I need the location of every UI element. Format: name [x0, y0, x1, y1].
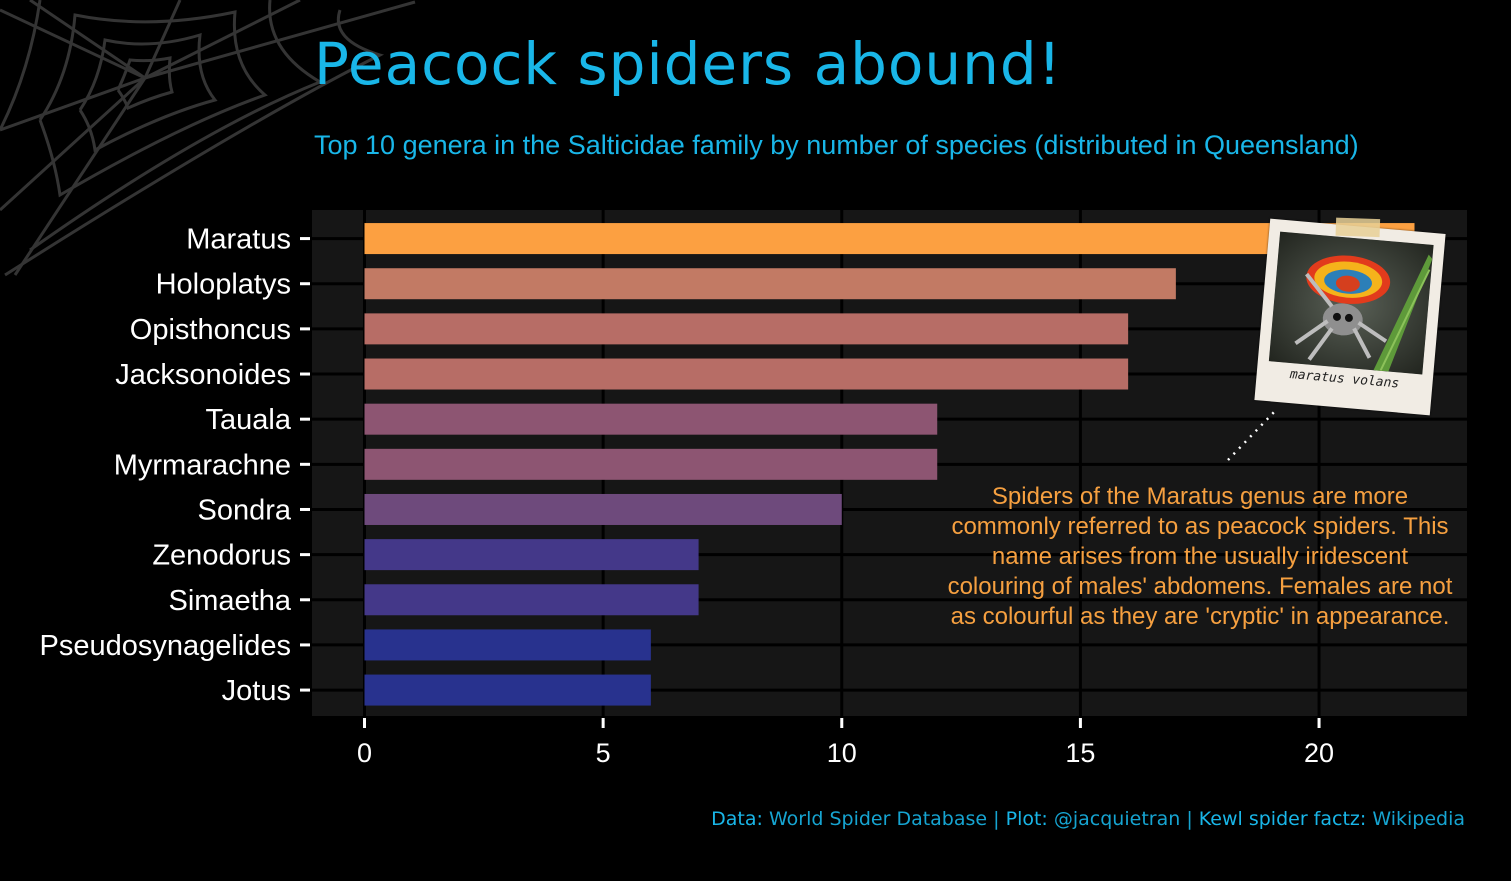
y-tick-label: Simaetha — [168, 585, 291, 617]
y-tick-label: Holoplatys — [156, 269, 291, 301]
source-caption: Data: World Spider Database | Plot: @jac… — [711, 808, 1465, 830]
y-tick-label: Jotus — [222, 675, 291, 707]
bar-jotus — [364, 674, 651, 706]
x-tick-label: 5 — [596, 738, 611, 768]
bar-opisthoncus — [364, 313, 1129, 345]
spider-web-decoration — [0, 0, 416, 277]
bar-pseudosynagelides — [364, 629, 651, 661]
bar-zenodorus — [364, 539, 699, 571]
caption-data-value: World Spider Database — [768, 808, 988, 830]
chart-subtitle: Top 10 genera in the Salticidae family b… — [314, 130, 1359, 160]
x-tick-label: 15 — [1065, 738, 1095, 768]
y-tick-label: Opisthoncus — [130, 314, 291, 346]
x-tick-label: 20 — [1304, 738, 1334, 768]
bar-simaetha — [364, 584, 699, 616]
x-tick-label: 0 — [357, 738, 372, 768]
y-tick-label: Jacksonoides — [115, 359, 291, 391]
spider-photo-polaroid: maratus volans — [1254, 217, 1446, 416]
caption-data-label: Data: — [711, 808, 763, 830]
y-tick-label: Tauala — [206, 404, 292, 436]
y-tick-label: Zenodorus — [152, 540, 291, 572]
maratus-annotation: Spiders of the Maratus genus are more co… — [947, 483, 1453, 630]
caption-plot-label: Plot: — [1005, 808, 1048, 830]
caption-plot-value: @jacquietran — [1053, 808, 1181, 830]
chart-title: Peacock spiders abound! — [314, 30, 1062, 98]
y-tick-label: Pseudosynagelides — [39, 630, 291, 662]
x-tick-label: 10 — [827, 738, 857, 768]
bar-tauala — [364, 403, 938, 435]
bar-myrmarachne — [364, 448, 938, 480]
caption-factz-value: Wikipedia — [1372, 808, 1465, 830]
y-tick-label: Myrmarachne — [114, 449, 291, 481]
bar-jacksonoides — [364, 358, 1129, 390]
bar-holoplatys — [364, 268, 1176, 300]
bar-sondra — [364, 493, 842, 525]
annotation-connector — [1227, 409, 1277, 461]
tape-decoration — [1335, 217, 1381, 238]
y-tick-label: Maratus — [186, 224, 291, 256]
caption-factz-label: Kewl spider factz: — [1198, 808, 1367, 830]
bar-maratus — [364, 223, 1415, 255]
peacock-spider-photo — [1268, 231, 1434, 375]
y-tick-label: Sondra — [197, 494, 291, 526]
